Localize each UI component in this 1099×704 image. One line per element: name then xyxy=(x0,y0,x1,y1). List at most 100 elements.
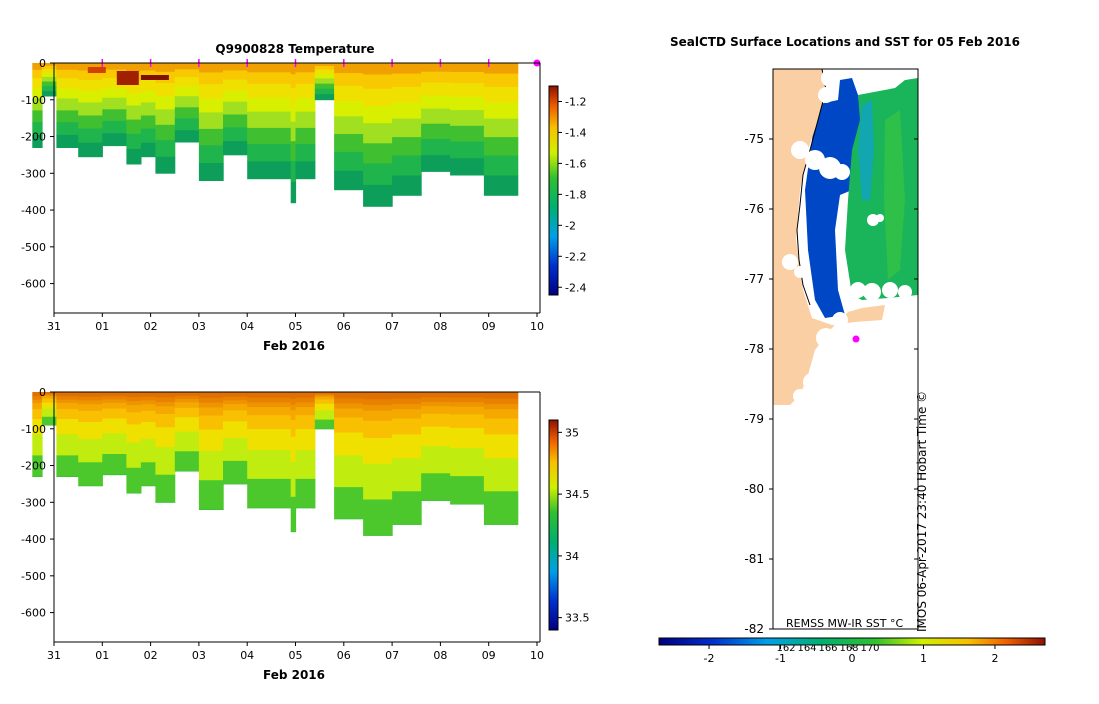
data-cell xyxy=(421,473,451,501)
data-cell xyxy=(126,392,141,398)
data-cell xyxy=(363,421,393,439)
data-cell xyxy=(363,89,393,107)
data-cell xyxy=(199,98,224,113)
x-tick-label: 03 xyxy=(192,649,206,662)
data-cell xyxy=(247,84,291,98)
data-cell xyxy=(56,99,78,111)
data-cell xyxy=(392,419,422,435)
data-cell xyxy=(392,119,422,138)
x-tick-label: 09 xyxy=(482,649,496,662)
data-cell xyxy=(102,396,127,400)
data-cell xyxy=(484,74,518,88)
colorbar-tick-label: 35 xyxy=(565,426,579,439)
data-cell xyxy=(32,70,42,79)
colorbar-tick-label: -1.2 xyxy=(565,95,586,108)
data-cell xyxy=(392,63,422,74)
data-cell xyxy=(126,443,141,469)
data-cell xyxy=(102,409,127,419)
data-cell xyxy=(32,409,42,420)
data-cell xyxy=(56,78,78,89)
data-cell xyxy=(247,415,291,429)
data-cell xyxy=(175,399,200,403)
data-cell xyxy=(315,66,335,70)
data-cell xyxy=(32,403,42,409)
data-cell xyxy=(78,392,103,397)
temperature-colorbar-ticks: -1.2-1.4-1.6-1.8-2-2.2-2.4 xyxy=(558,95,586,294)
data-cell xyxy=(247,407,291,416)
data-cell xyxy=(141,102,156,116)
data-cell xyxy=(291,105,296,122)
data-cell xyxy=(392,392,422,399)
data-cell xyxy=(334,101,364,117)
data-cell xyxy=(392,458,422,492)
data-cell xyxy=(392,74,422,88)
data-cell xyxy=(421,109,451,125)
data-cell xyxy=(334,171,364,190)
data-cell xyxy=(175,130,200,142)
data-cell xyxy=(155,96,175,110)
data-cell xyxy=(155,427,175,447)
data-cell xyxy=(155,447,175,475)
data-cell xyxy=(450,392,484,398)
lat-tick-label: -77 xyxy=(744,272,764,286)
data-cell xyxy=(155,83,175,97)
colorbar-tick-label: -1.8 xyxy=(565,188,586,201)
data-cell xyxy=(175,69,200,77)
colorbar-tick-label: -1.4 xyxy=(565,126,586,139)
data-cell xyxy=(296,84,316,98)
data-cell xyxy=(126,468,141,494)
data-cell xyxy=(484,119,518,138)
data-cell xyxy=(450,158,484,175)
data-cell xyxy=(56,419,78,435)
data-cell xyxy=(334,403,364,409)
data-cell xyxy=(141,462,156,486)
data-cell xyxy=(175,408,200,418)
data-cell xyxy=(175,417,200,432)
data-cell xyxy=(42,82,57,87)
data-cell xyxy=(32,400,42,404)
data-cell xyxy=(315,94,335,100)
data-cell xyxy=(102,63,127,70)
y-tick-label: -300 xyxy=(21,496,46,509)
data-cell xyxy=(315,404,335,411)
x-tick-label: 01 xyxy=(95,649,109,662)
salinity-heatmap xyxy=(32,392,518,536)
temperature-panel: Q9900828 Temperature 0-100-200-300-400-5… xyxy=(21,42,586,353)
data-cell xyxy=(141,400,156,404)
data-cell xyxy=(421,139,451,156)
data-cell xyxy=(291,161,296,182)
data-cell xyxy=(296,112,316,129)
data-cell xyxy=(175,451,200,471)
data-cell xyxy=(247,161,291,179)
data-cell xyxy=(155,157,175,174)
data-cell xyxy=(484,399,518,405)
data-cell xyxy=(223,80,248,91)
data-cell xyxy=(334,398,364,404)
x-tick-label: 08 xyxy=(433,649,447,662)
sst-colorbar xyxy=(659,638,1045,645)
x-tick-label: 04 xyxy=(240,320,254,333)
data-cell xyxy=(223,421,248,438)
data-cell xyxy=(32,434,42,456)
data-cell xyxy=(155,392,175,398)
y-tick-label: -200 xyxy=(21,460,46,473)
colorbar-tick-label: -2.4 xyxy=(565,281,586,294)
data-cell xyxy=(223,392,248,397)
data-cell xyxy=(484,103,518,119)
temperature-xlabel: Feb 2016 xyxy=(263,339,325,353)
data-cell xyxy=(291,182,296,203)
data-cell xyxy=(126,412,141,425)
lat-tick-label: -80 xyxy=(744,482,764,496)
y-tick-label: -300 xyxy=(21,167,46,180)
data-cell xyxy=(450,407,484,415)
data-cell xyxy=(78,422,103,439)
data-cell xyxy=(296,144,316,162)
lat-tick-label: -76 xyxy=(744,202,764,216)
colorbar-tick-label: -2 xyxy=(565,219,576,232)
data-cell xyxy=(363,123,393,144)
data-cell xyxy=(421,392,451,398)
data-cell xyxy=(56,135,78,148)
data-cell xyxy=(421,155,451,172)
data-cell xyxy=(421,63,451,72)
